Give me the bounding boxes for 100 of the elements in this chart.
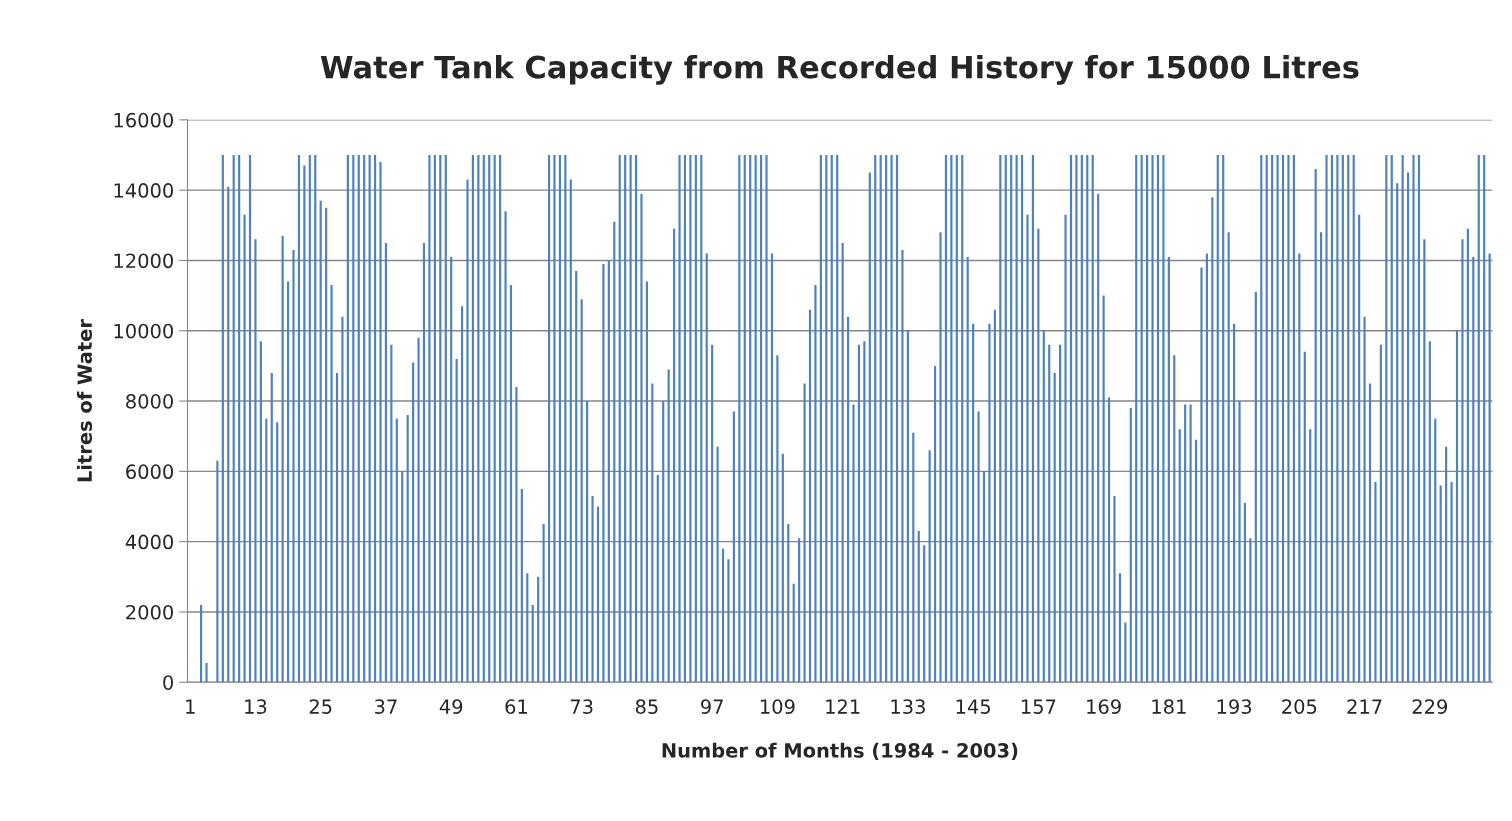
bar (303, 165, 306, 683)
bar (1417, 155, 1421, 683)
bar (993, 309, 996, 683)
bar (488, 155, 491, 683)
bar (1439, 485, 1442, 683)
x-tick-label: 61 (505, 699, 527, 714)
bar (238, 155, 241, 683)
bar (613, 221, 616, 683)
bar (825, 155, 828, 683)
bar (1167, 256, 1170, 683)
bar (814, 285, 817, 683)
bar (401, 471, 404, 683)
bar (1194, 439, 1198, 683)
bar (1271, 155, 1274, 683)
bar (471, 155, 475, 683)
bar (656, 474, 659, 683)
bar (955, 155, 958, 683)
y-tick-label: 4000 (125, 534, 173, 550)
bar (547, 155, 551, 683)
bar (482, 155, 485, 683)
bar (651, 383, 654, 683)
bar (1358, 214, 1361, 683)
bar (384, 242, 388, 683)
bar (531, 604, 534, 683)
bar (917, 531, 920, 683)
bar (254, 239, 257, 683)
bar (721, 548, 725, 683)
bar (564, 155, 567, 683)
bar (297, 155, 301, 683)
bar (1488, 253, 1491, 683)
bar (1276, 155, 1279, 683)
y-tick-label: 8000 (126, 394, 173, 409)
bar (754, 155, 757, 683)
x-tick-label: 157 (1021, 699, 1056, 714)
bar (1303, 351, 1306, 683)
bar (961, 155, 964, 683)
bar (1031, 155, 1035, 683)
bar (1423, 239, 1426, 683)
x-tick-label: 49 (439, 699, 463, 714)
bar (1314, 169, 1317, 683)
bar (199, 604, 203, 683)
x-tick-label: 25 (309, 699, 332, 714)
bar (1401, 155, 1404, 683)
bar (765, 155, 768, 683)
bar (716, 446, 719, 683)
bar (330, 285, 333, 683)
bar (580, 299, 583, 683)
x-tick-label: 229 (1412, 699, 1448, 714)
bar (662, 401, 665, 683)
y-tick-label: 12000 (114, 253, 173, 269)
bar (1455, 330, 1459, 683)
bar (1080, 155, 1083, 683)
bar (1010, 155, 1013, 683)
bar (705, 253, 708, 683)
bar (537, 576, 540, 683)
bar (1368, 383, 1372, 683)
bar (711, 344, 714, 683)
bar (412, 362, 415, 683)
bar (417, 337, 420, 683)
bar (667, 369, 670, 683)
chart-title: Water Tank Capacity from Recorded History for 15000 Litres (320, 54, 1359, 85)
bar (640, 193, 643, 683)
bar (879, 155, 882, 683)
bar (776, 355, 779, 683)
bar (792, 583, 795, 683)
x-tick-label: 181 (1152, 699, 1186, 714)
bar (1015, 155, 1018, 683)
bar (966, 256, 969, 683)
bar (1412, 155, 1415, 683)
bar (819, 155, 822, 683)
bar (319, 200, 322, 683)
bar (988, 323, 991, 683)
bar (781, 453, 784, 683)
bar (972, 323, 975, 683)
bar (863, 341, 866, 683)
bar (1445, 446, 1448, 683)
bar (885, 155, 888, 683)
bar (743, 155, 746, 683)
bar (906, 330, 909, 683)
bar (798, 538, 801, 683)
bar (455, 358, 458, 683)
bar (1309, 429, 1312, 683)
bar (607, 260, 610, 683)
x-tick-label: 193 (1217, 699, 1252, 714)
x-tick-label: 109 (760, 699, 795, 714)
x-tick-label: 121 (826, 699, 860, 714)
bar (1336, 155, 1339, 683)
y-tick-label: 2000 (126, 604, 173, 620)
bar (1325, 155, 1328, 683)
bar (553, 155, 556, 683)
bar (1048, 344, 1051, 683)
bar (406, 415, 409, 683)
bar (1450, 481, 1453, 683)
bar (1097, 193, 1100, 683)
bar (1107, 397, 1111, 683)
bar (314, 155, 317, 683)
bar (558, 155, 561, 683)
bar (1434, 418, 1437, 683)
bar (895, 155, 899, 683)
bar (596, 506, 600, 683)
